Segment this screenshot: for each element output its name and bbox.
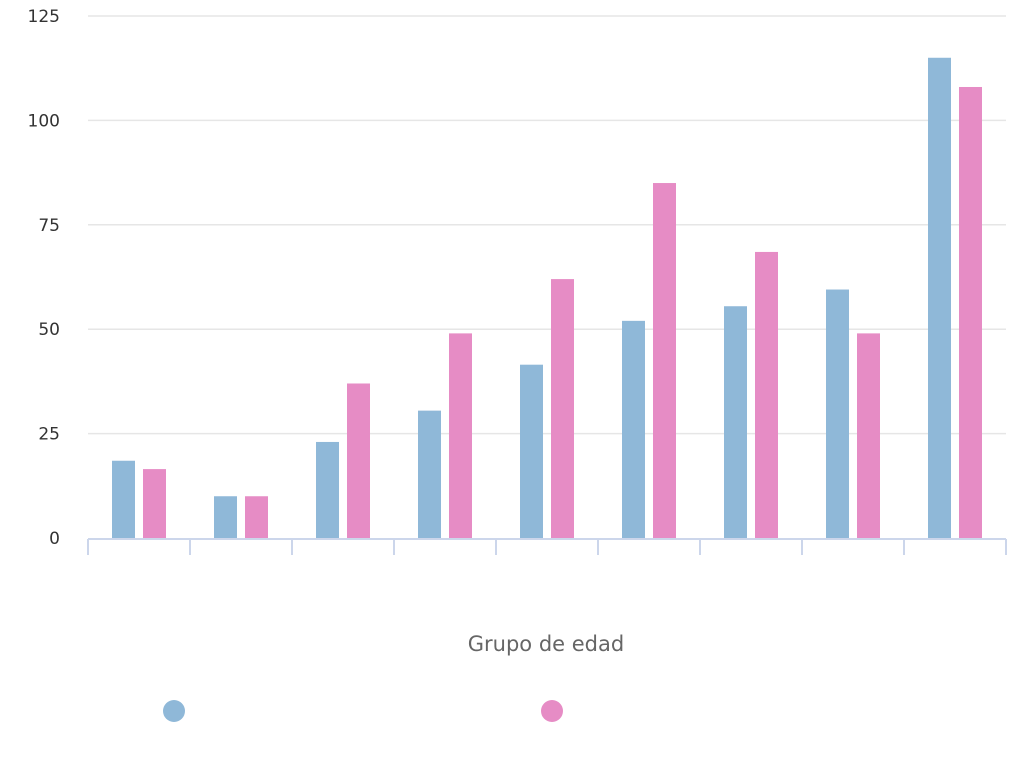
legend-marker-series-1[interactable] bbox=[163, 700, 185, 722]
y-tick-label: 75 bbox=[38, 216, 60, 236]
bar-series-1-item-2[interactable] bbox=[214, 496, 237, 538]
legend-marker-series-2[interactable] bbox=[541, 700, 563, 722]
bar-series-1-item-4[interactable] bbox=[418, 410, 441, 538]
bar-series-2-item-8[interactable] bbox=[857, 333, 880, 538]
bar-series-2-item-7[interactable] bbox=[755, 251, 778, 538]
bar-series-2-item-6[interactable] bbox=[653, 183, 676, 539]
bars bbox=[112, 57, 982, 539]
y-tick-label: 125 bbox=[28, 7, 60, 27]
y-tick-label: 50 bbox=[38, 320, 60, 340]
bar-series-1-item-9[interactable] bbox=[928, 57, 951, 538]
bar-series-1-item-6[interactable] bbox=[622, 320, 645, 538]
bar-series-1-item-5[interactable] bbox=[520, 364, 543, 538]
bar-series-1-item-7[interactable] bbox=[724, 306, 747, 538]
y-tick-label: 100 bbox=[28, 111, 60, 131]
legend[interactable] bbox=[163, 700, 563, 722]
y-axis-labels: 0 25 50 75 100 125 bbox=[28, 7, 60, 549]
y-tick-label: 0 bbox=[49, 529, 60, 549]
x-axis bbox=[87, 538, 1007, 555]
bar-series-2-item-4[interactable] bbox=[449, 333, 472, 538]
x-axis-title: Grupo de edad bbox=[468, 632, 624, 656]
grid-lines bbox=[88, 15, 1006, 435]
bar-series-2-item-2[interactable] bbox=[245, 496, 268, 538]
bar-series-1-item-8[interactable] bbox=[826, 289, 849, 538]
bar-series-1-item-3[interactable] bbox=[316, 441, 339, 538]
bar-series-2-item-1[interactable] bbox=[143, 469, 166, 538]
bar-series-1-item-1[interactable] bbox=[112, 460, 135, 538]
bar-series-2-item-9[interactable] bbox=[959, 86, 982, 538]
bar-series-2-item-5[interactable] bbox=[551, 279, 574, 538]
y-tick-label: 25 bbox=[38, 425, 60, 445]
bar-series-2-item-3[interactable] bbox=[347, 383, 370, 538]
